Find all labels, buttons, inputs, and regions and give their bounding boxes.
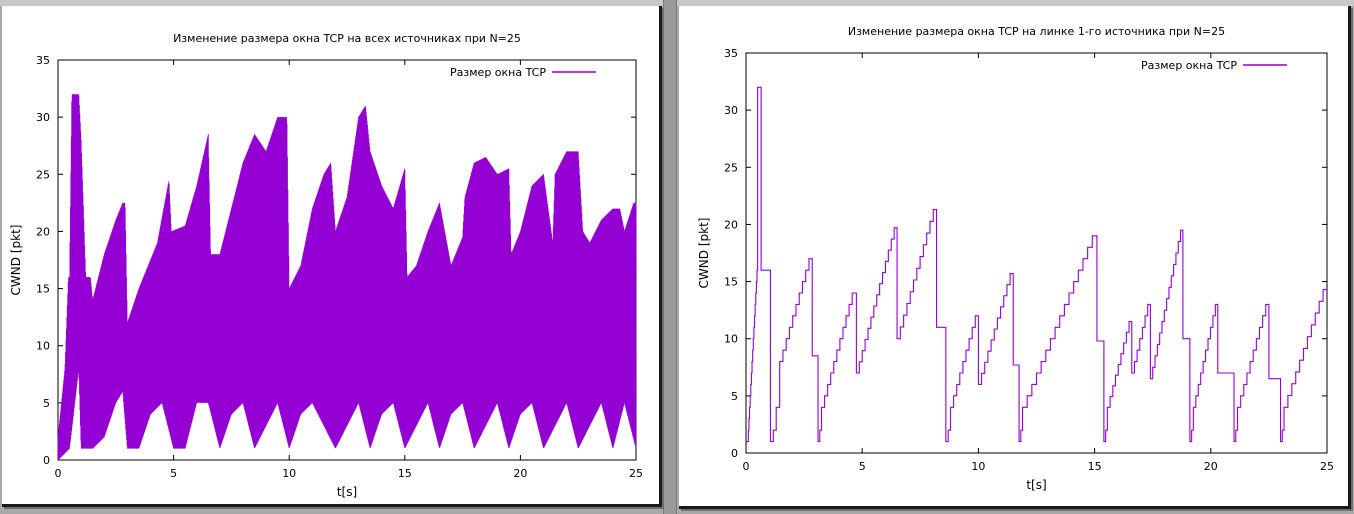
- y-tick-label: 0: [731, 447, 738, 460]
- y-tick-label: 5: [43, 397, 50, 410]
- chart-all-sources: Изменение размера окна TCP на всех источ…: [9, 32, 643, 499]
- x-tick-label: 15: [1088, 460, 1102, 473]
- x-tick-label: 0: [55, 467, 62, 480]
- plot-window-all-sources: Изменение размера окна TCP на всех источ…: [2, 6, 662, 507]
- x-tick-label: 10: [282, 467, 296, 480]
- y-axis-label: CWND [pkt]: [9, 225, 23, 296]
- y-tick-label: 15: [36, 283, 50, 296]
- y-tick-label: 35: [724, 47, 738, 60]
- y-tick-label: 20: [724, 218, 738, 231]
- chart-title: Изменение размера окна TCP на всех источ…: [173, 32, 521, 45]
- y-tick-label: 25: [36, 168, 50, 181]
- x-axis-label: t[s]: [1026, 478, 1046, 492]
- y-tick-label: 20: [36, 225, 50, 238]
- x-tick-label: 5: [859, 460, 866, 473]
- x-tick-label: 20: [1204, 460, 1218, 473]
- x-tick-label: 20: [513, 467, 527, 480]
- x-tick-label: 0: [743, 460, 750, 473]
- legend-label: Размер окна TCP: [450, 66, 546, 79]
- y-tick-label: 0: [43, 454, 50, 467]
- x-tick-label: 10: [971, 460, 985, 473]
- y-axis-label: CWND [pkt]: [697, 218, 711, 289]
- window-divider: [663, 0, 677, 514]
- plot-frame: [745, 52, 1328, 454]
- series-line-window-size: [746, 86, 1327, 443]
- series-line-window-size: [57, 94, 637, 460]
- x-tick-label: 5: [170, 467, 177, 480]
- y-tick-label: 25: [724, 161, 738, 174]
- x-tick-label: 25: [629, 467, 643, 480]
- y-tick-label: 10: [36, 340, 50, 353]
- x-tick-label: 15: [398, 467, 412, 480]
- y-tick-label: 35: [36, 54, 50, 67]
- legend-label: Размер окна TCP: [1141, 59, 1237, 72]
- chart-first-source: Изменение размера окна TCP на линке 1-го…: [697, 25, 1334, 492]
- plot-window-first-source: Изменение размера окна TCP на линке 1-го…: [679, 6, 1351, 509]
- x-axis-label: t[s]: [337, 485, 357, 499]
- y-tick-label: 30: [724, 104, 738, 117]
- chart-title: Изменение размера окна TCP на линке 1-го…: [848, 25, 1225, 38]
- y-tick-label: 30: [36, 111, 50, 124]
- y-tick-label: 5: [731, 390, 738, 403]
- x-tick-label: 25: [1320, 460, 1334, 473]
- y-tick-label: 15: [724, 276, 738, 289]
- y-tick-label: 10: [724, 333, 738, 346]
